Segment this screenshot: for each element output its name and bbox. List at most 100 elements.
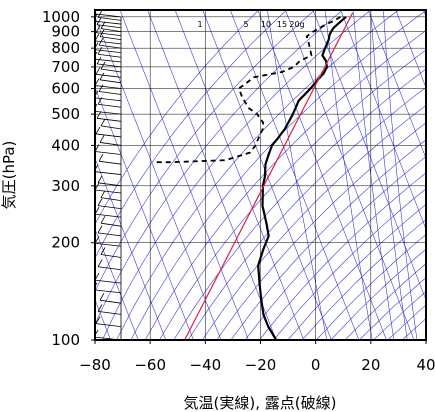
wind-barb — [97, 311, 122, 315]
isotherm-line — [95, 16, 222, 340]
mixing-ratio-label: 1 — [197, 20, 202, 29]
wind-barb-flag — [97, 304, 103, 312]
mixing-ratio-label: 20g — [289, 20, 304, 29]
wind-barb-flag — [96, 56, 102, 65]
wind-barb — [98, 44, 122, 49]
wind-barb-flag — [99, 135, 105, 143]
wind-barb-flag — [100, 21, 106, 29]
wind-barb-flag — [99, 292, 105, 301]
dry-adiabat-line — [144, 30, 426, 340]
mixing-ratio-line — [370, 10, 408, 340]
wind-barb-flag — [95, 316, 101, 324]
wind-barb — [95, 323, 122, 328]
wind-barb — [95, 213, 122, 218]
wind-barb — [95, 289, 122, 294]
wind-barb — [100, 68, 122, 73]
y-tick-label: 700 — [51, 58, 80, 76]
y-tick-label: 600 — [51, 80, 80, 98]
wind-barb-flag — [97, 97, 103, 105]
wind-barb — [95, 73, 122, 78]
wind-barb-flag — [95, 126, 101, 135]
x-tick-label: −20 — [245, 356, 277, 374]
wind-barb — [97, 182, 122, 187]
wind-barb — [100, 222, 122, 227]
wind-barb-flag — [95, 282, 98, 288]
wind-barb — [95, 242, 122, 247]
y-tick-label: 500 — [51, 105, 80, 123]
wind-barb — [97, 17, 122, 21]
mixing-ratio-label: 10 — [261, 20, 271, 29]
wind-barb-flag — [96, 111, 102, 119]
wind-barb — [95, 189, 122, 194]
isotherm-line — [312, 10, 426, 301]
wind-barb — [95, 13, 122, 18]
series — [154, 12, 354, 340]
x-tick-label: −40 — [190, 356, 222, 374]
wind-barb-flag — [97, 198, 103, 206]
dry-adiabat-line — [95, 10, 315, 293]
wind-barb — [95, 151, 122, 155]
wind-barb — [95, 32, 122, 36]
wind-barb — [98, 160, 122, 165]
wind-barb-flag — [96, 17, 102, 25]
wind-barb — [95, 110, 122, 115]
wind-barb — [99, 79, 122, 84]
dry-adiabat-line — [187, 86, 426, 340]
wind-barb — [97, 53, 122, 58]
y-tick-label: 800 — [51, 39, 80, 57]
x-tick-label: −60 — [134, 356, 166, 374]
x-tick-label: −80 — [79, 356, 111, 374]
wind-barb — [95, 40, 122, 45]
mixing-ratio-label: 15 — [277, 20, 287, 29]
wind-barb-flag — [100, 190, 106, 198]
mixing-ratio-line — [383, 10, 418, 340]
wind-barb — [96, 63, 122, 68]
x-tick-label: 0 — [311, 356, 321, 374]
mixing-ratio-line — [267, 10, 328, 340]
wind-barb-flag — [95, 13, 98, 19]
wind-barb-flag — [100, 215, 106, 224]
wind-barbs — [95, 10, 122, 340]
y-tick-label: 1000 — [42, 8, 80, 26]
wind-barb — [95, 279, 122, 284]
wind-barb-flag — [95, 67, 101, 75]
wind-barb-flag — [95, 103, 98, 109]
dry-adiabat-line — [287, 203, 426, 340]
dry-adiabat-line — [401, 318, 426, 340]
reference-line — [184, 12, 354, 340]
wind-barb-flag — [97, 10, 103, 18]
mixing-ratio-line — [353, 10, 395, 340]
wind-barb — [97, 205, 122, 210]
wind-barb-flag — [100, 118, 106, 127]
wind-barb — [99, 36, 122, 41]
wind-barb — [97, 232, 122, 237]
wind-barb-flag — [98, 84, 104, 92]
wind-barb — [99, 142, 122, 146]
dry-adiabat-line — [159, 49, 426, 340]
y-tick-label: 200 — [51, 234, 80, 252]
isotherm-line — [95, 86, 194, 340]
wind-barb-flag — [97, 259, 103, 267]
dry-adiabat-line — [244, 156, 426, 340]
wind-barb — [96, 24, 122, 29]
dry-adiabat-line — [344, 263, 426, 340]
dry-adiabat-line — [216, 122, 426, 340]
isotherm-line — [285, 10, 415, 340]
wind-barb — [95, 97, 122, 102]
y-tick-label: 300 — [51, 177, 80, 195]
x-tick-label: 40 — [416, 356, 435, 374]
isotherm-line — [202, 10, 332, 340]
wind-barb-flag — [97, 47, 103, 55]
wind-barb — [98, 91, 122, 95]
wind-barb — [95, 58, 122, 63]
wind-barb-flag — [95, 51, 98, 57]
dry-adiabat-line — [316, 234, 426, 340]
wind-barb-flag — [97, 225, 103, 234]
wind-barb-flag — [99, 29, 105, 37]
x-axis-ticks: −80 −60 −40 −20 0 20 40 — [79, 340, 435, 374]
isotherm-line — [95, 228, 139, 340]
isotherm-line — [229, 10, 360, 340]
isotherm-line — [395, 10, 426, 89]
wind-barb-flag — [98, 153, 104, 162]
